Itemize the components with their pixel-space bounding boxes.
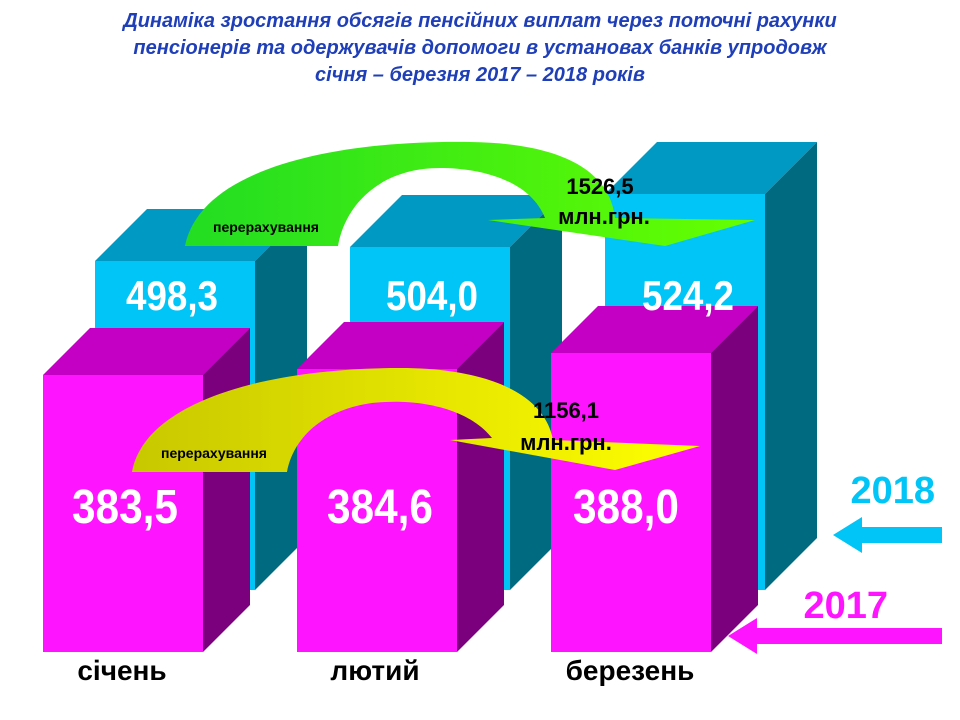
bar-2017-1-side: [203, 328, 250, 652]
title-line-3: січня – березня 2017 – 2018 років: [315, 64, 645, 86]
bar-2017-3: [551, 353, 711, 652]
arrow-label-2018: перерахування: [213, 219, 319, 235]
total-2017-unit: млн.грн.: [520, 430, 612, 455]
arrow-2017-total: [132, 368, 700, 472]
legend-arrow-2018: [833, 517, 942, 553]
value-label-2018-2: 504,0: [386, 272, 478, 319]
bar-2017-3-top: [551, 306, 758, 353]
total-2017-value: 1156,1: [533, 398, 599, 423]
title-line-2: пенсіонерів та одержувачів допомоги в ус…: [133, 37, 827, 59]
total-2018-unit: млн.грн.: [558, 204, 650, 229]
bar-2018-2-side: [510, 195, 562, 590]
bar-2018-3-side: [765, 142, 817, 590]
bar-2018-3-top: [605, 142, 817, 194]
arrow-2018-total: [185, 141, 755, 246]
bar-2018-2-top: [350, 195, 562, 247]
total-2018-value: 1526,5: [566, 174, 633, 199]
month-label-2: лютий: [330, 655, 419, 686]
month-label-3: березень: [566, 655, 695, 686]
title-line-1: Динаміка зростання обсягів пенсійних вип…: [123, 10, 837, 32]
arrow-label-2017: перерахування: [161, 445, 267, 461]
value-label-2017-1: 383,5: [72, 481, 178, 534]
legend-label-2018: 2018: [850, 470, 935, 512]
bar-2017-1-top: [43, 328, 250, 375]
chart-title: Динаміка зростання обсягів пенсійних вип…: [40, 8, 920, 89]
bar-2017-2-side: [457, 322, 504, 652]
bar-2017-3-side: [711, 306, 758, 652]
month-label-1: січень: [77, 655, 166, 686]
legend-label-2017: 2017: [803, 585, 888, 627]
value-label-2018-1: 498,3: [126, 272, 218, 319]
legend-arrow-2017: [728, 618, 942, 654]
value-label-2017-3: 388,0: [573, 481, 679, 534]
bar-2017-2-top: [297, 322, 504, 369]
value-label-2017-2: 384,6: [327, 481, 433, 534]
value-label-2018-3: 524,2: [642, 272, 734, 319]
